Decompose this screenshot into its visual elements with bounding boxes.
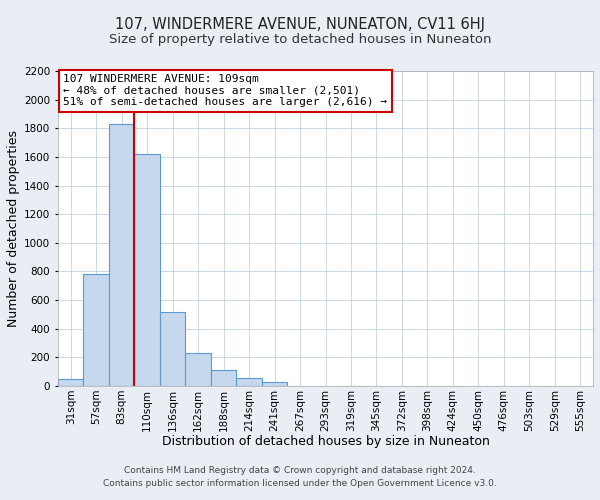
Bar [211, 370, 236, 386]
Text: Contains HM Land Registry data © Crown copyright and database right 2024.
Contai: Contains HM Land Registry data © Crown c… [103, 466, 497, 487]
Bar [236, 378, 262, 386]
Text: 107 WINDERMERE AVENUE: 109sqm
← 48% of detached houses are smaller (2,501)
51% o: 107 WINDERMERE AVENUE: 109sqm ← 48% of d… [64, 74, 388, 108]
Bar [134, 154, 160, 386]
Bar [262, 382, 287, 386]
Bar [58, 379, 83, 386]
Bar [109, 124, 134, 386]
Bar [83, 274, 109, 386]
Bar [185, 353, 211, 386]
Text: Size of property relative to detached houses in Nuneaton: Size of property relative to detached ho… [109, 32, 491, 46]
Bar [160, 312, 185, 386]
Text: 107, WINDERMERE AVENUE, NUNEATON, CV11 6HJ: 107, WINDERMERE AVENUE, NUNEATON, CV11 6… [115, 18, 485, 32]
Y-axis label: Number of detached properties: Number of detached properties [7, 130, 20, 327]
X-axis label: Distribution of detached houses by size in Nuneaton: Distribution of detached houses by size … [161, 435, 490, 448]
